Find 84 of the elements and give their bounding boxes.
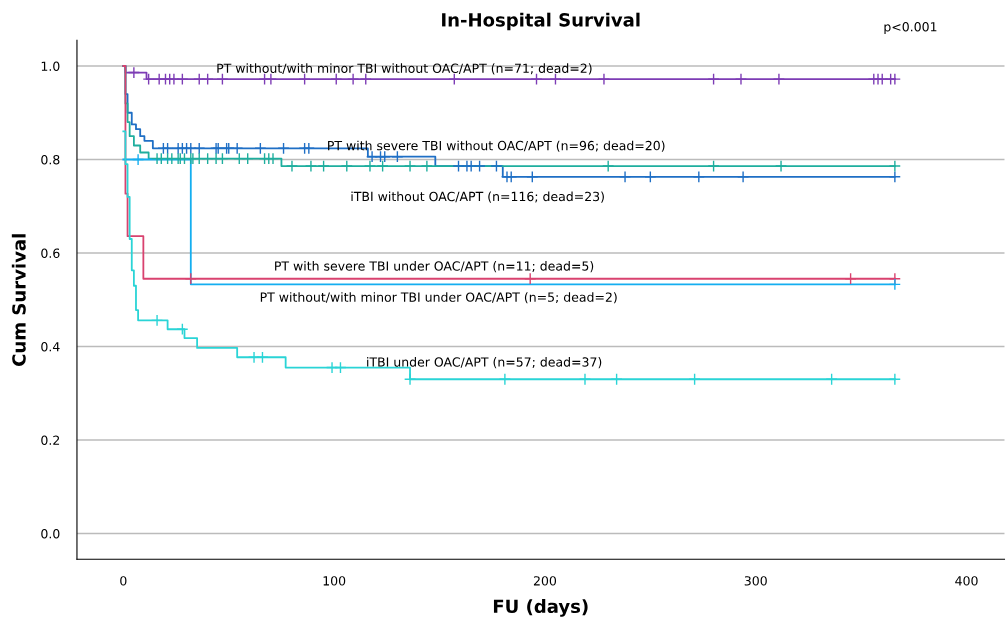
point <box>737 170 750 183</box>
x-tick-label: 300 <box>744 576 767 586</box>
point <box>888 373 901 386</box>
point <box>184 272 197 285</box>
point <box>376 159 389 173</box>
point <box>707 159 720 173</box>
point <box>277 142 290 155</box>
annotation: iTBI under OAC/APT (n=57; dead=37) <box>367 357 602 369</box>
point <box>241 152 254 165</box>
point <box>610 373 623 386</box>
point <box>150 314 164 327</box>
point <box>498 373 511 386</box>
point <box>132 153 145 166</box>
point <box>774 159 788 173</box>
point <box>448 73 461 86</box>
point <box>216 152 229 165</box>
point <box>231 142 244 155</box>
point <box>256 351 269 364</box>
y-axis-title: Cum Survival <box>11 234 26 366</box>
point <box>298 73 311 86</box>
point <box>734 73 748 86</box>
point <box>772 73 786 86</box>
point <box>526 170 539 183</box>
point <box>403 373 417 386</box>
point <box>825 373 838 386</box>
point <box>888 73 901 86</box>
point <box>888 278 901 291</box>
point <box>420 159 433 173</box>
point <box>330 73 343 86</box>
point <box>391 150 404 163</box>
point <box>317 159 330 173</box>
point <box>201 73 214 86</box>
point <box>216 73 229 86</box>
y-tick-label: 0.4 <box>41 341 60 352</box>
point <box>359 73 372 86</box>
point <box>707 73 720 86</box>
point <box>334 361 347 374</box>
point <box>403 159 417 173</box>
x-tick-label: 400 <box>955 576 978 586</box>
point <box>142 73 155 86</box>
point <box>888 170 901 183</box>
point <box>530 73 543 86</box>
point <box>888 159 901 173</box>
point <box>378 150 391 163</box>
point <box>340 159 353 173</box>
point <box>347 73 360 86</box>
x-axis-title: FU (days) <box>493 599 588 617</box>
point <box>688 373 701 386</box>
x-tick-label: 100 <box>323 576 346 586</box>
x-tick-label: 200 <box>533 576 557 586</box>
point <box>644 170 657 183</box>
y-tick-label: 0.8 <box>41 154 60 165</box>
annotation: PT without/with minor TBI without OAC/APT (n=71; dead=2) <box>217 63 592 75</box>
point <box>692 170 705 183</box>
point <box>201 152 214 165</box>
y-tick-label: 1.0 <box>41 61 60 71</box>
x-tick-label: 0 <box>120 576 127 586</box>
point <box>618 170 632 183</box>
point <box>304 159 318 173</box>
y-tick-label: 0.2 <box>41 435 60 445</box>
chart-title: In-Hospital Survival <box>442 12 640 31</box>
point <box>176 73 189 86</box>
annotation: iTBI without OAC/APT (n=116; dead=23) <box>351 191 604 203</box>
point <box>844 272 857 285</box>
point <box>363 159 377 173</box>
point <box>127 66 140 79</box>
point <box>597 73 611 86</box>
y-tick-label: 0.6 <box>41 248 60 258</box>
point <box>578 373 592 386</box>
point <box>302 142 315 155</box>
point <box>176 323 189 336</box>
text: p<0.001 <box>884 22 937 34</box>
point <box>193 142 206 155</box>
point <box>254 142 267 155</box>
point <box>452 159 465 173</box>
annotation: PT without/with minor TBI under OAC/APT (n=5; dead=2) <box>260 292 617 304</box>
point <box>524 272 537 285</box>
point <box>473 159 486 173</box>
annotation: PT with severe TBI under OAC/APT (n=11; dead=5) <box>275 261 594 273</box>
point <box>490 159 503 173</box>
point <box>161 142 174 155</box>
point <box>285 159 299 173</box>
y-tick-label: 0.0 <box>41 529 60 539</box>
point <box>602 159 615 173</box>
